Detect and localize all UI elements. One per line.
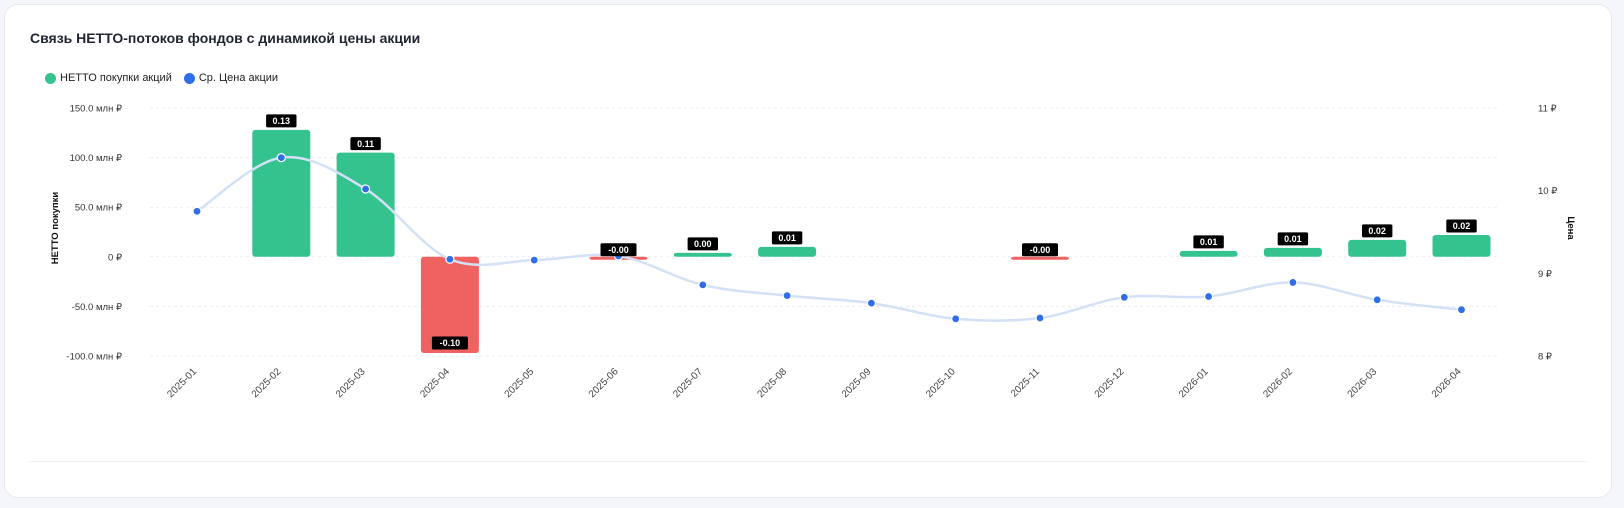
data-label: 0.11 xyxy=(357,139,374,149)
y-left-tick-label: 0 ₽ xyxy=(108,252,123,263)
x-tick-label: 2025-10 xyxy=(924,366,958,400)
data-label-bg xyxy=(350,137,381,151)
data-label-bg xyxy=(1277,232,1309,246)
x-tick-label: 2026-02 xyxy=(1261,366,1295,400)
x-tick-label: 2026-04 xyxy=(1430,366,1464,400)
price-line xyxy=(196,155,1462,322)
data-label-bg xyxy=(431,336,468,350)
price-point xyxy=(1288,277,1298,288)
y-right-tick-label: 8 ₽ xyxy=(1538,352,1553,363)
data-label: 0.01 xyxy=(778,233,796,243)
bar xyxy=(252,129,311,257)
price-point xyxy=(192,206,202,216)
bar xyxy=(758,246,817,257)
price-point xyxy=(1119,292,1129,302)
price-point xyxy=(1035,313,1045,323)
data-label: 0.01 xyxy=(1200,237,1218,247)
x-tick-label: 2026-01 xyxy=(1177,366,1211,400)
y-left-tick-label: 150.0 млн ₽ xyxy=(70,104,123,115)
data-label: 0.02 xyxy=(1453,221,1471,231)
data-label: 0.01 xyxy=(1284,234,1302,244)
data-label-bg xyxy=(1446,219,1477,233)
y-right-tick-label: 9 ₽ xyxy=(1538,269,1553,280)
x-tick-label: 2025-06 xyxy=(587,366,621,400)
data-label: 0.02 xyxy=(1368,226,1386,236)
x-tick-label: 2025-09 xyxy=(840,366,874,400)
bar xyxy=(1348,239,1407,257)
bar xyxy=(336,152,395,257)
x-tick-label: 2025-12 xyxy=(1093,366,1127,400)
x-tick-label: 2025-11 xyxy=(1009,366,1043,400)
data-label-bg xyxy=(1022,243,1058,257)
x-tick-label: 2025-01 xyxy=(165,366,199,400)
bottom-divider xyxy=(29,461,1587,462)
price-point xyxy=(361,184,371,194)
y-left-tick-label: 50.0 млн ₽ xyxy=(75,203,123,214)
data-label-bg xyxy=(1362,224,1393,238)
x-tick-label: 2026-03 xyxy=(1346,366,1380,400)
legend-item-price[interactable]: Ср. Цена акции xyxy=(183,72,279,84)
y-left-axis-title: НЕТТО покупки xyxy=(50,192,61,265)
bar xyxy=(1432,234,1491,257)
y-left-tick-label: -100.0 млн ₽ xyxy=(66,352,123,363)
legend: НЕТТО покупки акций Ср. Цена акции xyxy=(45,72,278,84)
x-tick-label: 2025-07 xyxy=(671,366,705,400)
legend-swatch-net-buys xyxy=(45,72,56,84)
bar xyxy=(420,256,479,354)
chart-title: Связь НЕТТО-потоков фондов с динамикой ц… xyxy=(30,30,421,46)
bar xyxy=(1263,247,1322,257)
price-point xyxy=(1456,305,1467,315)
price-point xyxy=(445,254,455,264)
y-left-tick-label: 100.0 млн ₽ xyxy=(70,153,123,164)
data-label-bg xyxy=(266,114,297,128)
data-label-bg xyxy=(1193,235,1224,249)
y-right-axis-title: Цена xyxy=(1565,216,1576,240)
y-right-tick-label: 10 ₽ xyxy=(1538,186,1558,197)
x-tick-label: 2025-03 xyxy=(334,366,368,400)
x-tick-label: 2025-08 xyxy=(755,366,789,400)
data-label: -0.00 xyxy=(608,245,629,255)
data-label: -0.00 xyxy=(1030,245,1051,255)
y-right-tick-label: 11 ₽ xyxy=(1538,104,1558,115)
bar xyxy=(673,252,732,257)
x-tick-label: 2025-05 xyxy=(503,366,537,400)
data-label-bg xyxy=(600,243,637,257)
y-left-tick-label: -50.0 млн ₽ xyxy=(72,302,123,313)
legend-item-net-buys[interactable]: НЕТТО покупки акций xyxy=(45,72,172,84)
data-label-bg xyxy=(687,237,718,251)
legend-swatch-price xyxy=(183,72,195,84)
legend-label-net-buys: НЕТТО покупки акций xyxy=(60,72,172,84)
legend-label-price: Ср. Цена акции xyxy=(198,72,279,84)
price-point xyxy=(698,280,708,290)
bar xyxy=(1179,250,1238,257)
price-point xyxy=(529,255,539,265)
data-label: -0.10 xyxy=(440,338,461,348)
price-point xyxy=(276,153,286,163)
price-point xyxy=(782,291,792,301)
price-point xyxy=(1203,291,1214,302)
data-label: 0.00 xyxy=(694,239,712,249)
data-label-bg xyxy=(771,231,803,245)
x-tick-label: 2025-02 xyxy=(250,366,284,400)
bar xyxy=(1011,256,1069,260)
x-tick-label: 2025-04 xyxy=(418,366,452,400)
price-point xyxy=(866,298,877,308)
price-point xyxy=(1372,295,1382,305)
data-label: 0.13 xyxy=(273,116,291,126)
price-point xyxy=(951,314,961,324)
